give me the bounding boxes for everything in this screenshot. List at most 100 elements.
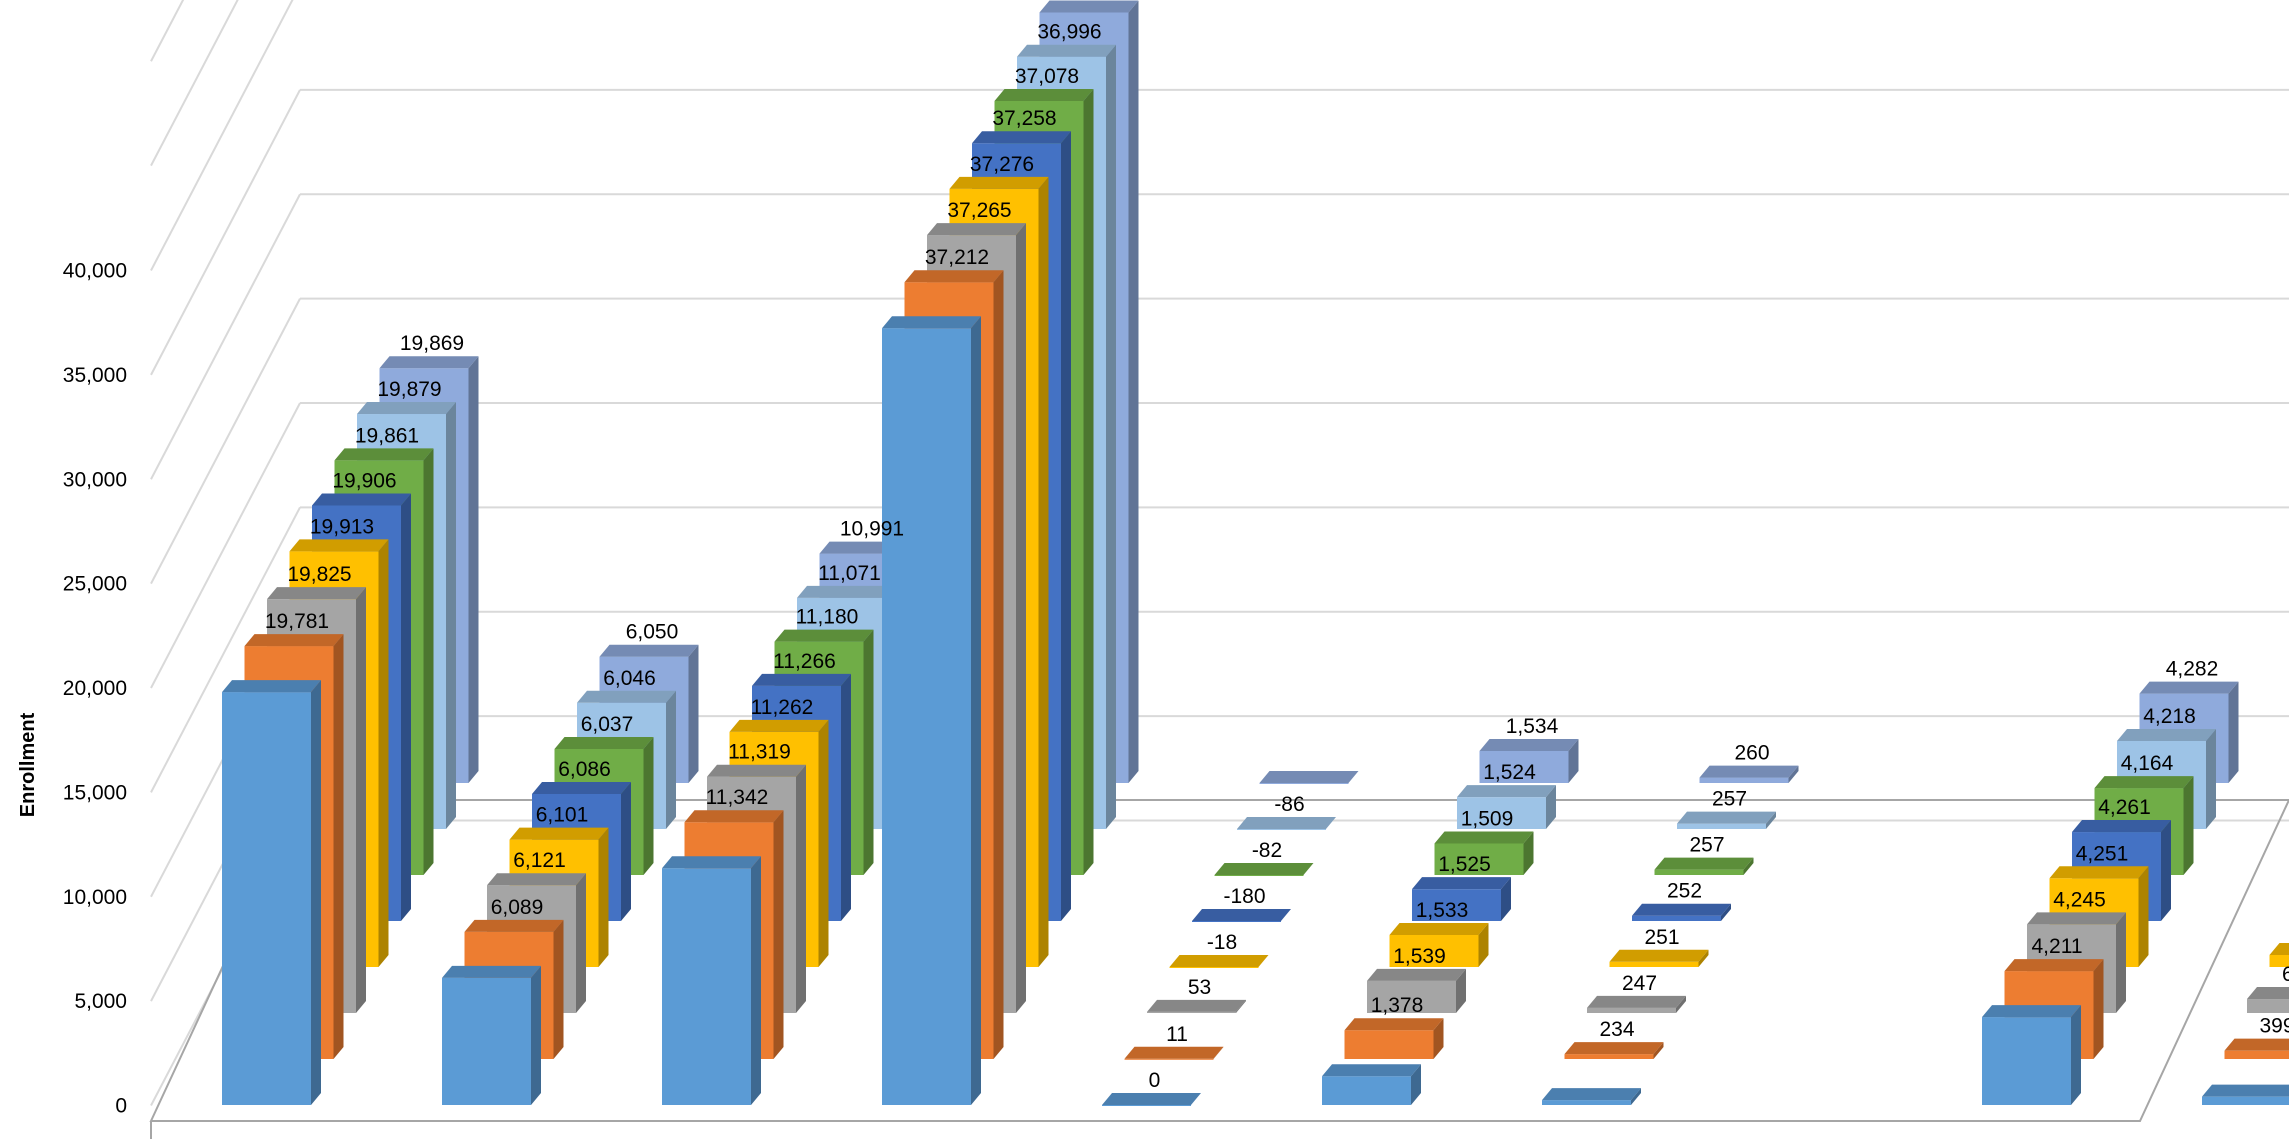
bar-side	[2093, 959, 2104, 1059]
bar-top	[1102, 1093, 1201, 1105]
data-label: 4,211	[2032, 935, 2083, 958]
bar-s5-c6	[1654, 857, 1754, 875]
bar-side	[333, 634, 344, 1059]
bar-top	[1609, 949, 1709, 962]
bar-side	[423, 448, 434, 875]
y-axis-title: Enrollment	[17, 712, 39, 817]
bar-s3-c4	[1169, 955, 1269, 968]
bar-s4-c4	[1192, 909, 1291, 922]
bar-front	[2247, 999, 2289, 1013]
bar-s0-c6	[1542, 1088, 1641, 1105]
bar-front	[1412, 889, 1501, 921]
bar-side	[1213, 1046, 1224, 1059]
bar-s3-c5	[1389, 922, 1489, 967]
bar-s6-c4	[1237, 817, 1336, 830]
bar-side	[356, 587, 366, 1013]
bar-side	[2183, 776, 2194, 875]
bar-s1-c6	[1564, 1042, 1664, 1059]
bar-s7-c6	[1699, 765, 1799, 783]
bar-top	[2247, 987, 2289, 1000]
bar-top	[904, 270, 1004, 283]
bar-side	[311, 680, 321, 1105]
bar-side	[841, 673, 851, 921]
bar-front	[2224, 1050, 2289, 1059]
bar-top	[334, 448, 434, 461]
data-label: -82	[1252, 839, 1282, 862]
bar-side	[401, 493, 411, 921]
bar-front	[1542, 1100, 1631, 1105]
bar-side	[1721, 903, 1731, 921]
bar-top	[1214, 863, 1314, 875]
bars	[222, 0, 2289, 1106]
bar-side	[1653, 1042, 1664, 1059]
bar-side	[531, 965, 541, 1105]
bar-s0-c9	[2202, 1084, 2289, 1105]
bar-front	[1479, 750, 1569, 783]
bar-top	[1479, 738, 1579, 751]
bar-side	[1788, 765, 1799, 783]
gridline-depth	[150, 0, 239, 167]
y-axis: 0 5,000 10,000 15,000 20,000 25,000 30,000 35,0…	[63, 260, 127, 1118]
bar-front	[442, 977, 531, 1105]
data-label: 10,991	[840, 518, 904, 541]
bar-top	[1412, 877, 1511, 890]
gridline-depth	[150, 506, 301, 793]
bar-top	[532, 781, 631, 794]
bar-top	[2072, 820, 2171, 833]
bar-front	[1677, 823, 1766, 829]
bar-s1-c5	[1344, 1018, 1444, 1059]
bar-side	[643, 736, 654, 875]
bar-side	[1236, 999, 1246, 1013]
bar-front	[1147, 1011, 1236, 1013]
bar-top	[927, 223, 1026, 236]
bar-top	[1632, 903, 1731, 916]
bar-top	[599, 644, 699, 657]
bar-s3-c6	[1609, 949, 1709, 967]
bar-top	[684, 810, 784, 823]
bar-s7-c5	[1479, 738, 1579, 783]
bar-top	[2094, 776, 2194, 789]
data-label: -18	[1207, 931, 1237, 954]
bar-side	[1523, 831, 1534, 875]
bar-front	[1632, 915, 1721, 921]
bar-top	[797, 585, 896, 598]
bar-s0-c4	[1102, 1093, 1201, 1106]
bar-top	[729, 719, 829, 732]
data-label: 1,509	[1461, 807, 1514, 830]
bar-s0-c3	[882, 316, 981, 1106]
data-label: 19,781	[265, 610, 329, 633]
bar-top	[1017, 44, 1116, 57]
bar-front	[882, 328, 971, 1106]
data-label: 6,046	[603, 667, 656, 690]
bar-s0-c5	[1322, 1064, 1421, 1105]
bar-side	[2116, 912, 2126, 1013]
bar-side	[1411, 1064, 1421, 1105]
data-label: 6,101	[536, 804, 589, 827]
data-label: -86	[1274, 793, 1304, 816]
bar-side	[1676, 995, 1686, 1013]
bar-s0-c8	[1982, 1005, 2081, 1105]
bar-top	[1259, 771, 1359, 783]
bar-top	[2202, 1084, 2289, 1097]
data-label: 11,262	[751, 696, 814, 719]
bar-top	[972, 131, 1071, 144]
data-label: 4,282	[2166, 658, 2219, 681]
bar-front	[1344, 1030, 1434, 1059]
bar-top	[1344, 1018, 1444, 1031]
gridline-depth	[150, 402, 301, 689]
data-label: 11,266	[773, 650, 836, 673]
bar-top	[509, 827, 609, 840]
data-label: 19,869	[400, 332, 464, 355]
data-label: 6,121	[513, 849, 566, 872]
bar-top	[1389, 922, 1489, 935]
data-label: 260	[1734, 742, 1769, 765]
bar-side	[818, 719, 829, 967]
bar-side	[1106, 44, 1116, 830]
bar-top	[267, 587, 366, 600]
bar-side	[446, 402, 456, 829]
bar-top	[577, 690, 676, 703]
data-label: 11,342	[706, 786, 769, 809]
bar-s0-c1	[442, 965, 541, 1105]
bar-side	[993, 270, 1004, 1060]
